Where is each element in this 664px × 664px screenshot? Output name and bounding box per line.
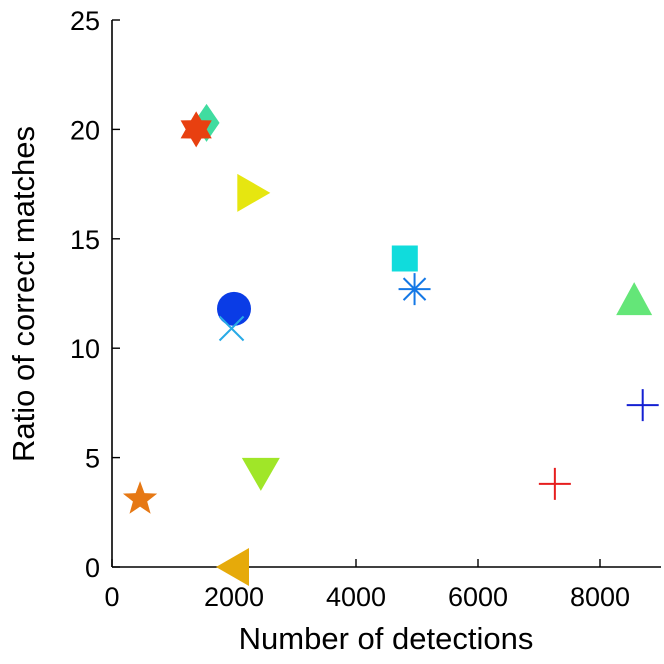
y-tick-label: 0 (85, 553, 100, 583)
asterisk-marker (398, 273, 431, 306)
x-tick-label: 2000 (204, 582, 264, 612)
triangle-down-marker (241, 457, 280, 491)
triangle-left-marker (216, 548, 249, 586)
x-tick-label: 6000 (448, 582, 508, 612)
plus-marker-blue (626, 389, 659, 422)
x-tick-label: 4000 (326, 582, 386, 612)
y-tick-label: 5 (85, 444, 100, 474)
triangle-up-marker (616, 282, 653, 316)
y-axis-title: Ratio of correct matches (6, 126, 41, 462)
y-tick-label: 25 (70, 6, 100, 36)
triangle-right-marker (237, 173, 271, 212)
square-marker (391, 245, 418, 272)
ticks-layer: 0 5 10 15 20 25 0 2000 4000 6000 8000 (70, 6, 630, 612)
x-tick-label: 8000 (570, 582, 630, 612)
x-axis-title: Number of detections (239, 621, 534, 656)
x-tick-label: 0 (104, 582, 119, 612)
y-tick-label: 20 (70, 115, 100, 145)
hexagram-marker (180, 111, 212, 148)
y-tick-label: 10 (70, 334, 100, 364)
x-marker (218, 315, 245, 342)
plus-marker-red (538, 467, 571, 500)
points-layer (122, 103, 659, 586)
pentagram-marker (122, 481, 158, 514)
y-tick-label: 15 (70, 225, 100, 255)
axes-layer (111, 20, 661, 568)
circle-marker (217, 291, 251, 326)
